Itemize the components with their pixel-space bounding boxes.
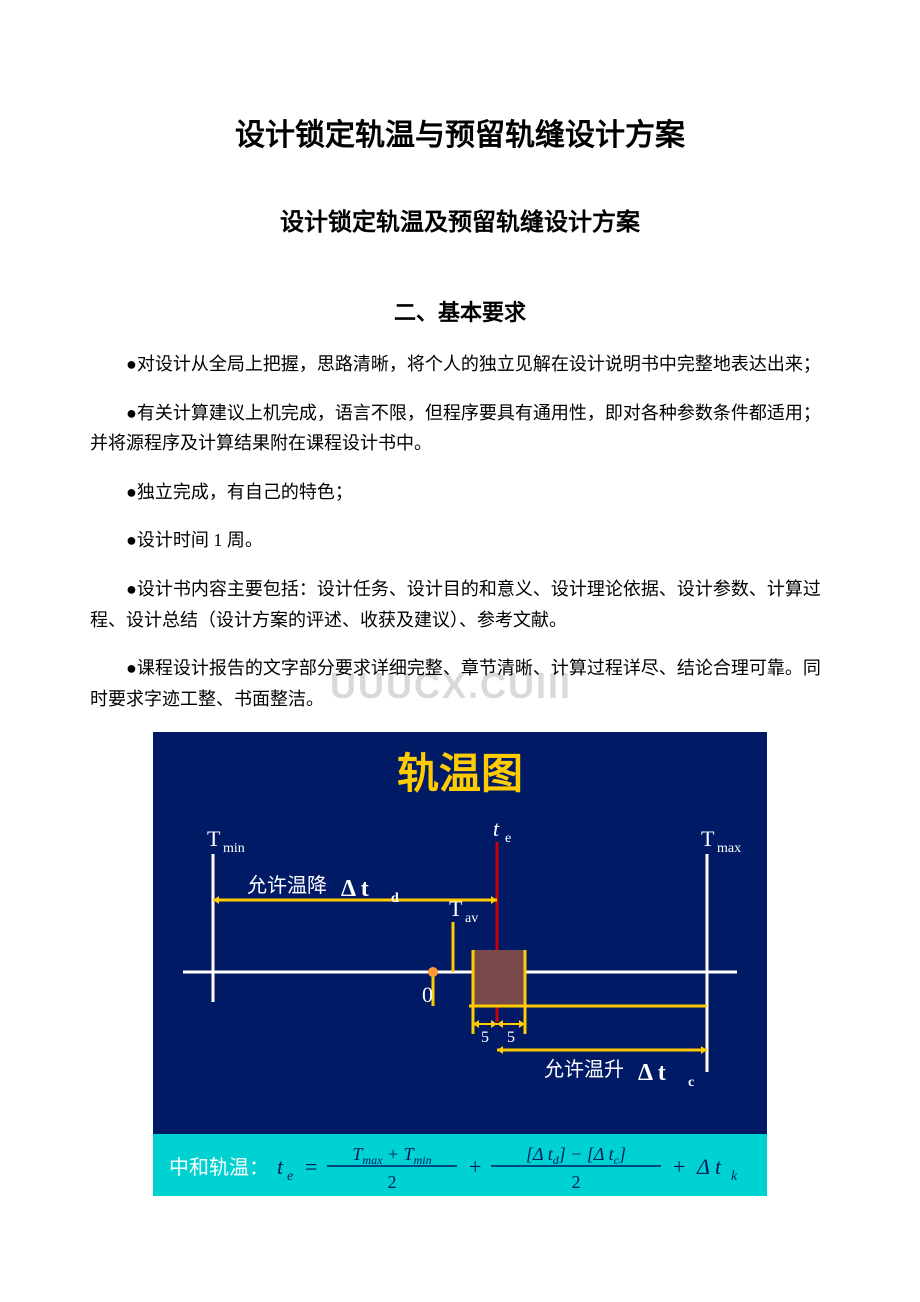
svg-text:e: e — [287, 1169, 293, 1184]
svg-text:=: = — [305, 1154, 317, 1179]
svg-text:2: 2 — [572, 1172, 581, 1192]
section-heading: 二、基本要求 — [90, 295, 830, 327]
svg-text:T: T — [701, 826, 715, 851]
svg-text:Δ t: Δ t — [341, 876, 369, 902]
svg-text:Δ t: Δ t — [696, 1154, 722, 1179]
bullet-item: ●有关计算建议上机完成，语言不限，但程序要具有通用性，即对各种参数条件都适用；并… — [90, 398, 830, 459]
bullet-item: ●设计书内容主要包括：设计任务、设计目的和意义、设计理论依据、设计参数、计算过程… — [90, 574, 830, 635]
svg-text:中和轨温：: 中和轨温： — [169, 1156, 269, 1179]
svg-text:+: + — [469, 1154, 481, 1179]
bullet-item: ●对设计从全局上把握，思路清晰，将个人的独立见解在设计说明书中完整地表达出来； — [90, 349, 830, 380]
svg-text:5: 5 — [481, 1029, 489, 1046]
svg-text:t: t — [277, 1154, 284, 1179]
svg-text:max: max — [717, 841, 741, 856]
svg-text:T: T — [207, 826, 221, 851]
page-title: 设计锁定轨温与预留轨缝设计方案 — [90, 110, 830, 154]
rail-temp-diagram: 轨温图TminTmaxTavte0允许温降Δ td允许温升Δ tc55中和轨温：… — [90, 732, 830, 1196]
svg-text:允许温降: 允许温降 — [247, 874, 327, 897]
svg-text:2: 2 — [388, 1172, 397, 1192]
svg-text:t: t — [493, 816, 500, 841]
svg-text:min: min — [223, 841, 245, 856]
svg-text:d: d — [391, 891, 399, 906]
svg-text:0: 0 — [422, 982, 433, 1007]
svg-text:av: av — [465, 911, 478, 926]
bullet-item: ●设计时间 1 周。 — [90, 525, 830, 556]
svg-text:+: + — [673, 1154, 685, 1179]
bullet-item: ●课程设计报告的文字部分要求详细完整、章节清晰、计算过程详尽、结论合理可靠。同时… — [90, 653, 830, 714]
svg-text:Δ t: Δ t — [638, 1060, 666, 1086]
svg-text:k: k — [731, 1169, 738, 1184]
svg-text:允许温升: 允许温升 — [544, 1058, 624, 1081]
svg-text:[Δ td] − [Δ tc]: [Δ td] − [Δ tc] — [526, 1144, 626, 1167]
svg-text:e: e — [505, 831, 511, 846]
svg-text:5: 5 — [507, 1029, 515, 1046]
svg-text:c: c — [688, 1075, 694, 1090]
svg-text:轨温图: 轨温图 — [397, 750, 523, 797]
page-subtitle: 设计锁定轨温及预留轨缝设计方案 — [90, 202, 830, 237]
bullet-item: ●独立完成，有自己的特色； — [90, 477, 830, 508]
